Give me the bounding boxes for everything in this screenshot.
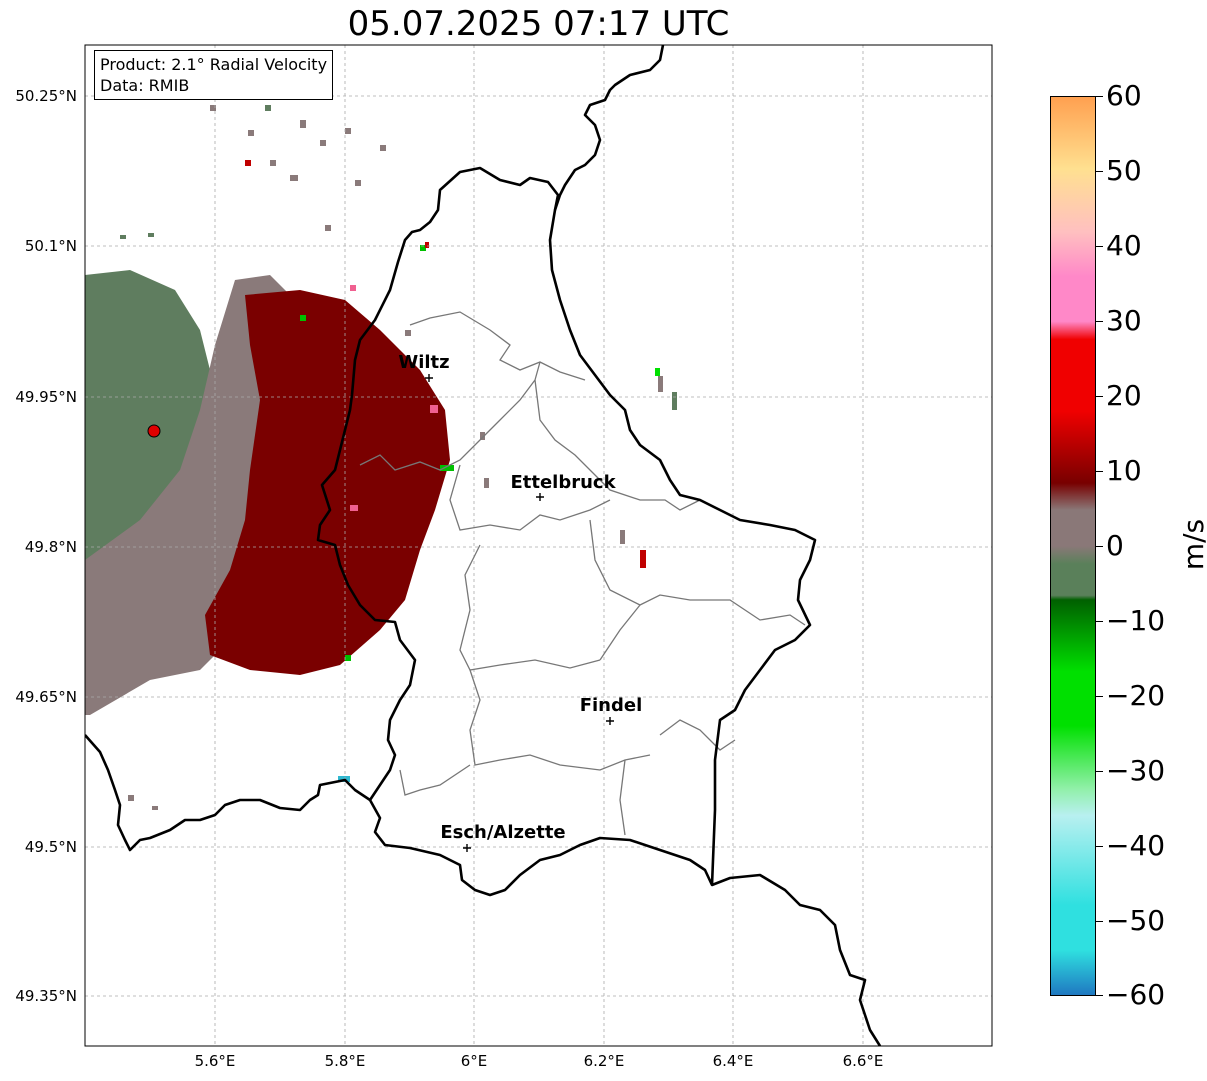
- colorbar-tick: [1096, 995, 1103, 996]
- city-label-wiltz: Wiltz: [398, 352, 449, 373]
- city-label-ettelbruck: Ettelbruck: [510, 472, 616, 493]
- colorbar-tick-label: 40: [1106, 229, 1142, 262]
- colorbar-tick-label: 0: [1106, 529, 1124, 562]
- colorbar-tick: [1096, 96, 1103, 97]
- velocity-colorbar: [1050, 96, 1096, 996]
- border-germany-south: [711, 873, 882, 1046]
- colorbar-tick-label: −20: [1106, 679, 1166, 712]
- lat-tick-labels: 50.25°N 50.1°N 49.95°N 49.8°N 49.65°N 49…: [15, 87, 77, 1005]
- city-label-findel: Findel: [580, 695, 643, 716]
- colorbar-tick: [1096, 696, 1103, 697]
- colorbar-tick: [1096, 246, 1103, 247]
- colorbar-tick: [1096, 471, 1103, 472]
- lon-tick: 6°E: [461, 1052, 488, 1070]
- city-label-esch-alzette: Esch/Alzette: [440, 822, 565, 843]
- city-wiltz: Wiltz: [398, 352, 450, 382]
- lon-tick: 5.8°E: [325, 1052, 366, 1070]
- lat-tick: 50.1°N: [25, 237, 77, 255]
- product-label: Product: 2.1° Radial Velocity: [100, 55, 328, 74]
- plot-frame: [84, 44, 993, 1047]
- colorbar-tick: [1096, 396, 1103, 397]
- border-france-belgium: [85, 734, 371, 852]
- colorbar-tick-label: −30: [1106, 754, 1166, 787]
- colorbar-tick-label: −40: [1106, 829, 1166, 862]
- colorbar-tick: [1096, 171, 1103, 172]
- map-title: 05.07.2025 07:17 UTC: [347, 4, 730, 44]
- colorbar-unit-label: m/s: [1177, 518, 1207, 571]
- colorbar-tick-label: −10: [1106, 604, 1166, 637]
- border-germany-east: [553, 45, 665, 211]
- lat-tick: 50.25°N: [15, 87, 77, 105]
- border-luxembourg: [316, 166, 817, 897]
- lat-tick: 49.95°N: [15, 388, 77, 406]
- radar-site-marker: [147, 424, 161, 438]
- colorbar-tick-label: −50: [1106, 904, 1166, 937]
- colorbar-tick: [1096, 771, 1103, 772]
- colorbar-tick: [1096, 621, 1103, 622]
- lon-tick-labels: 5.6°E 5.8°E 6°E 6.2°E 6.4°E 6.6°E: [195, 1052, 884, 1070]
- city-markers: Wiltz Ettelbruck Findel Esch/Alzette: [398, 352, 642, 852]
- city-ettelbruck: Ettelbruck: [510, 472, 617, 501]
- national-borders: [85, 45, 882, 1046]
- lon-tick: 6.6°E: [843, 1052, 884, 1070]
- lat-tick: 49.5°N: [25, 838, 77, 856]
- colorbar-tick-label: −60: [1106, 978, 1166, 1011]
- colorbar-tick-label: 60: [1106, 79, 1142, 112]
- lat-tick: 49.35°N: [15, 987, 77, 1005]
- colorbar-tick: [1096, 321, 1103, 322]
- lon-tick: 6.4°E: [713, 1052, 754, 1070]
- radar-echo-layer: [85, 105, 677, 810]
- colorbar-tick-label: 20: [1106, 379, 1142, 412]
- lat-tick: 49.65°N: [15, 688, 77, 706]
- colorbar-tick-label: 30: [1106, 304, 1142, 337]
- lon-tick: 6.2°E: [584, 1052, 625, 1070]
- colorbar-tick-label: 10: [1106, 454, 1142, 487]
- lat-tick: 49.8°N: [25, 538, 77, 556]
- lon-tick: 5.6°E: [195, 1052, 236, 1070]
- colorbar-tick: [1096, 921, 1103, 922]
- colorbar-tick-label: 50: [1106, 154, 1142, 187]
- canton-boundaries: [359, 311, 806, 836]
- product-info-box: Product: 2.1° Radial Velocity Data: RMIB: [94, 50, 334, 100]
- echo-speckles: [120, 105, 677, 810]
- gridlines: [85, 45, 992, 1046]
- colorbar-tick: [1096, 546, 1103, 547]
- city-esch-alzette: Esch/Alzette: [440, 822, 566, 852]
- colorbar-tick: [1096, 846, 1103, 847]
- echo-dark-red-main: [205, 290, 450, 675]
- city-findel: Findel: [580, 695, 643, 725]
- data-source-label: Data: RMIB: [100, 76, 190, 95]
